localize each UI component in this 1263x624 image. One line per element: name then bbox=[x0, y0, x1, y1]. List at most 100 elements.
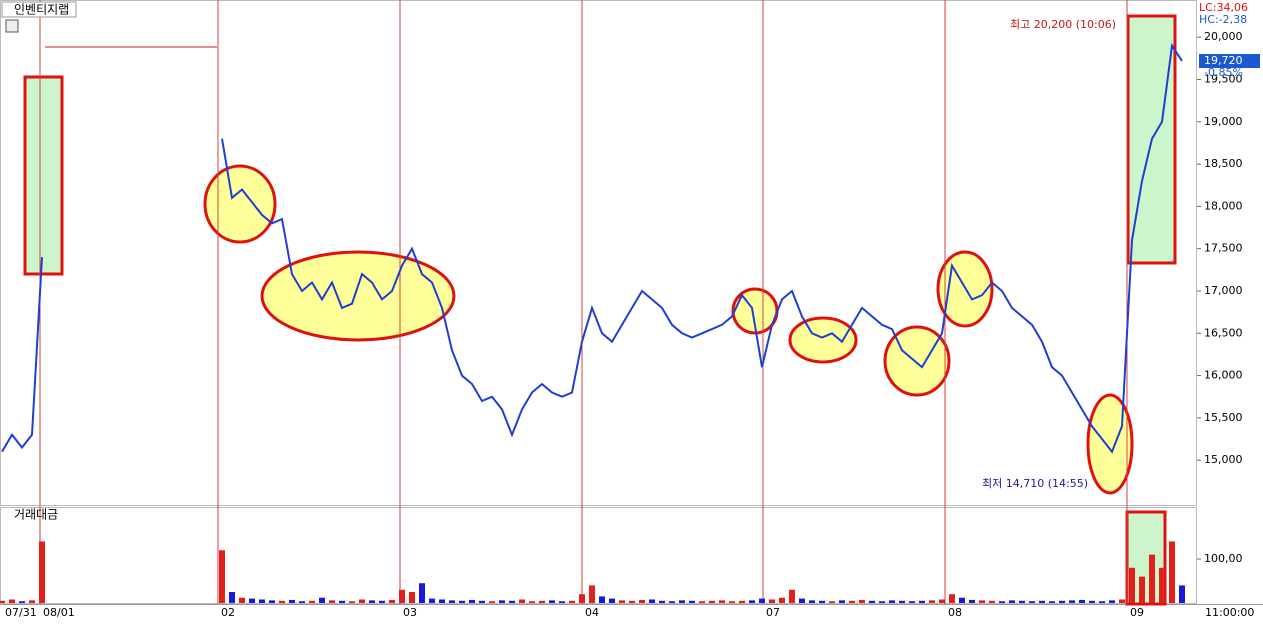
volume-bar bbox=[19, 601, 25, 603]
x-tick-label: 02 bbox=[221, 606, 235, 619]
ellipse bbox=[883, 325, 951, 397]
volume-bar bbox=[499, 600, 505, 603]
volume-bar bbox=[779, 597, 785, 603]
volume-bar bbox=[1139, 576, 1145, 603]
lc-label: LC:34,06 bbox=[1199, 1, 1248, 14]
volume-bar bbox=[539, 600, 545, 603]
volume-bar bbox=[259, 599, 265, 603]
volume-bar bbox=[999, 601, 1005, 603]
volume-bar bbox=[1089, 600, 1095, 603]
volume-bar bbox=[859, 599, 865, 603]
volume-bar bbox=[789, 589, 795, 603]
volume-bar bbox=[709, 600, 715, 603]
y-tick-label: 17,000 bbox=[1204, 284, 1243, 297]
title-box bbox=[1, 1, 77, 18]
x-tick-label: 03 bbox=[403, 606, 417, 619]
ellipse bbox=[788, 316, 858, 364]
volume-bar bbox=[699, 601, 705, 603]
y-tick-label: 15,000 bbox=[1204, 453, 1243, 466]
volume-bar bbox=[1029, 601, 1035, 603]
ellipse bbox=[1086, 393, 1134, 495]
volume-bar bbox=[349, 601, 355, 603]
volume-bar bbox=[469, 599, 475, 603]
volume-bar bbox=[309, 600, 315, 603]
x-tick-label: 09 bbox=[1130, 606, 1144, 619]
volume-bar bbox=[229, 592, 235, 603]
volume-bar bbox=[299, 601, 305, 603]
volume-bar bbox=[659, 600, 665, 603]
volume-bar bbox=[449, 600, 455, 603]
volume-bar bbox=[849, 600, 855, 603]
volume-bar bbox=[949, 594, 955, 603]
volume-bar bbox=[409, 592, 415, 603]
x-tick-label: 04 bbox=[585, 606, 599, 619]
volume-bar bbox=[799, 598, 805, 603]
volume-bar bbox=[629, 600, 635, 603]
volume-bar bbox=[439, 599, 445, 603]
volume-bar bbox=[459, 600, 465, 603]
volume-bar bbox=[1099, 601, 1105, 603]
y-tick-label: 20,000 bbox=[1204, 30, 1243, 43]
volume-bar bbox=[649, 599, 655, 603]
hc-label: HC:-2,38 bbox=[1199, 13, 1247, 26]
volume-bar bbox=[869, 600, 875, 603]
volume-bar bbox=[769, 599, 775, 603]
y-tick-label: 15,500 bbox=[1204, 411, 1243, 424]
y-tick-label: 16,000 bbox=[1204, 369, 1243, 382]
y-tick-label: 17,500 bbox=[1204, 242, 1243, 255]
volume-bar bbox=[369, 600, 375, 603]
volume-bar bbox=[1149, 554, 1155, 603]
volume-bar bbox=[1079, 599, 1085, 603]
y-tick-label: 100,00 bbox=[1204, 552, 1243, 565]
ellipse bbox=[260, 250, 456, 342]
volume-bar bbox=[429, 598, 435, 603]
volume-bar bbox=[679, 600, 685, 603]
ellipse bbox=[203, 164, 277, 244]
volume-bar bbox=[1069, 600, 1075, 603]
volume-bar bbox=[1049, 601, 1055, 603]
volume-bar bbox=[979, 600, 985, 603]
volume-bar bbox=[289, 599, 295, 603]
volume-bar bbox=[669, 601, 675, 603]
volume-bar bbox=[689, 600, 695, 603]
volume-bar bbox=[599, 596, 605, 603]
volume-bar bbox=[329, 600, 335, 603]
volume-bar bbox=[1179, 585, 1185, 603]
last-price-label: 19,720 bbox=[1204, 54, 1243, 67]
volume-bar bbox=[579, 594, 585, 603]
volume-panel-frame bbox=[0, 507, 1197, 604]
volume-bar bbox=[1019, 600, 1025, 603]
volume-bar bbox=[379, 600, 385, 603]
volume-bar bbox=[829, 601, 835, 603]
change-label: -0,85% bbox=[1204, 66, 1243, 79]
volume-bar bbox=[939, 599, 945, 603]
volume-bar bbox=[219, 550, 225, 603]
y-tick-label: 16,500 bbox=[1204, 326, 1243, 339]
volume-bar bbox=[479, 600, 485, 603]
volume-bar bbox=[489, 601, 495, 603]
volume-bar bbox=[29, 600, 35, 603]
chart-title: 인벤티지랩 bbox=[14, 3, 69, 17]
volume-bar bbox=[969, 599, 975, 603]
volume-bar bbox=[929, 600, 935, 603]
volume-bar bbox=[749, 600, 755, 603]
volume-bar bbox=[989, 600, 995, 603]
volume-bar bbox=[959, 597, 965, 603]
volume-bar bbox=[819, 600, 825, 603]
volume-bar bbox=[719, 600, 725, 603]
volume-bar bbox=[569, 600, 575, 603]
volume-bar bbox=[879, 601, 885, 603]
volume-bar bbox=[509, 600, 515, 603]
x-tick-label: 08 bbox=[948, 606, 962, 619]
volume-bar bbox=[9, 599, 15, 603]
volume-bar bbox=[809, 600, 815, 603]
last-price-box bbox=[1199, 54, 1260, 68]
volume-bar bbox=[319, 597, 325, 603]
y-tick-label: 19,500 bbox=[1204, 73, 1243, 86]
volume-bar bbox=[239, 597, 245, 603]
volume-bar bbox=[339, 600, 345, 603]
volume-bar bbox=[279, 600, 285, 603]
volume-bar bbox=[359, 599, 365, 603]
volume-bar bbox=[1009, 600, 1015, 603]
